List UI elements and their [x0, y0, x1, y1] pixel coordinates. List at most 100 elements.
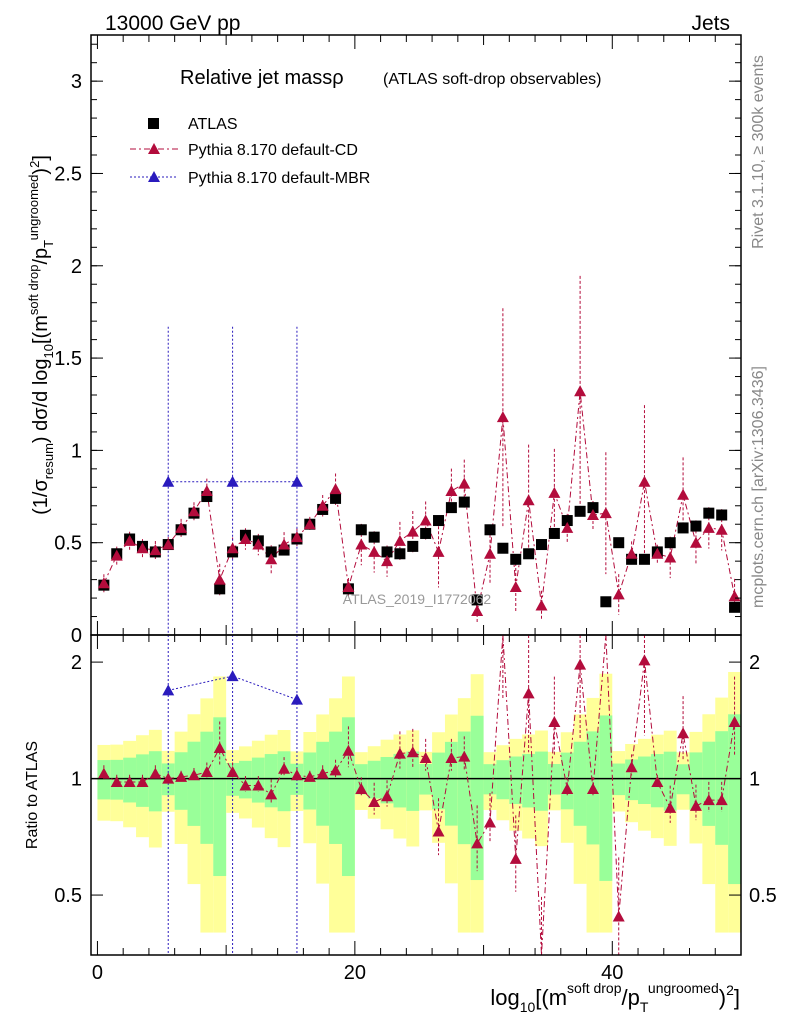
data-point-cd: [175, 521, 188, 533]
uncertainty-band-inner: [97, 760, 111, 800]
ratio-point-mbr: [226, 670, 239, 682]
data-point-cd: [316, 499, 329, 511]
data-point-cd: [393, 534, 406, 546]
data-point-cd: [123, 534, 136, 546]
ratio-point-cd: [381, 790, 394, 802]
data-point-cd: [599, 507, 612, 519]
ratio-point-cd: [149, 767, 162, 779]
data-point-atlas: [677, 522, 689, 534]
data-point-cd: [535, 599, 548, 611]
data-point-atlas: [420, 527, 432, 539]
uncertainty-band-inner: [187, 741, 201, 826]
uncertainty-band-inner: [329, 731, 342, 844]
data-point-cd: [226, 542, 239, 554]
uncertainty-band-inner: [213, 717, 227, 877]
data-point-atlas: [716, 509, 728, 521]
ratio-point-cd: [432, 825, 445, 837]
uncertainty-band-inner: [432, 752, 445, 810]
ratio-point-cd: [651, 775, 664, 787]
ratio-point-cd: [406, 746, 419, 758]
category-label: Jets: [691, 12, 730, 35]
ratio-point-cd: [445, 752, 458, 764]
data-point-atlas: [381, 546, 393, 558]
data-point-cd: [458, 477, 471, 489]
data-point-cd: [355, 538, 368, 550]
ratio-line-cd: [103, 634, 736, 956]
ratio-point-cd: [303, 770, 316, 782]
data-point-cd: [419, 514, 432, 526]
main-ylabel: (1/σresum) dσ/d log10[(msoft drop/pTungr…: [26, 155, 56, 515]
uncertainty-band-inner: [496, 760, 510, 800]
y-tick-label: 0: [71, 625, 82, 647]
data-point-atlas: [729, 601, 741, 613]
data-point-cd: [574, 385, 587, 397]
data-point-cd: [509, 581, 522, 592]
data-point-cd: [303, 518, 316, 530]
ratio-point-cd: [136, 775, 149, 787]
ratio-point-cd: [355, 782, 368, 794]
ratio-point-cd: [689, 799, 702, 811]
data-point-atlas: [574, 505, 586, 517]
data-point-cd: [381, 555, 394, 567]
data-point-atlas: [626, 553, 638, 565]
ratio-point-cd: [123, 775, 136, 787]
ratio-ylabel: Ratio to ATLAS: [24, 741, 41, 849]
ratio-point-cd: [728, 716, 741, 728]
ratio-point-cd: [638, 654, 651, 666]
data-point-cd: [213, 573, 226, 585]
data-point-cd: [239, 533, 252, 544]
energy-label: 13000 GeV pp: [105, 12, 240, 35]
legend-label-mbr: Pythia 8.170 default-MBR: [188, 170, 370, 187]
ratio-point-cd: [458, 750, 471, 762]
ratio-y-tick-label-right: 0.5: [749, 885, 777, 907]
data-point-atlas: [471, 594, 483, 606]
uncertainty-band-inner: [638, 756, 651, 804]
data-point-atlas: [690, 520, 702, 532]
data-point-cd: [522, 494, 535, 506]
ratio-y-tick-label-right: 1: [749, 769, 760, 791]
y-tick-label: 2.5: [54, 163, 82, 185]
uncertainty-band-inner: [663, 751, 677, 811]
ratio-point-cd: [162, 772, 175, 784]
data-point-cd: [715, 523, 728, 535]
uncertainty-band-inner: [573, 741, 587, 826]
series-line-cd: [103, 391, 736, 612]
data-point-cd: [445, 485, 458, 496]
legend-label-cd: Pythia 8.170 default-CD: [188, 142, 358, 159]
ratio-point-mbr: [162, 684, 175, 696]
ratio-point-cd: [329, 764, 342, 776]
ratio-point-cd: [664, 801, 677, 813]
watermark: ATLAS_2019_I1772062: [343, 591, 492, 607]
data-point-cd: [612, 588, 625, 600]
ratio-point-cd: [226, 765, 239, 777]
data-point-cd: [187, 505, 200, 517]
x-axis-label: log10[(msoft drop/pTungroomed)2]: [490, 980, 740, 1015]
x-tick-label: 40: [601, 962, 623, 984]
data-point-cd: [586, 509, 599, 520]
ratio-point-cd: [548, 716, 561, 728]
data-point-cd: [265, 553, 278, 565]
data-point-atlas: [445, 502, 457, 514]
data-point-atlas: [433, 515, 445, 527]
data-point-cd: [638, 475, 651, 487]
ratio-point-cd: [175, 770, 188, 782]
data-point-atlas: [703, 507, 715, 519]
ratio-y-tick-label-right: 2: [749, 652, 760, 674]
data-point-cd: [625, 547, 638, 559]
data-point-cd: [702, 521, 715, 533]
data-point-atlas: [201, 491, 213, 503]
uncertainty-band-inner: [316, 741, 330, 826]
data-point-atlas: [510, 553, 522, 565]
uncertainty-band-inner: [367, 760, 381, 799]
mcplots-label: mcplots.cern.ch [arXiv:1306.3436]: [750, 366, 767, 608]
data-point-atlas: [561, 515, 573, 527]
uncertainty-band-inner: [728, 714, 741, 885]
ratio-point-cd: [574, 658, 587, 670]
y-tick-label: 1.5: [54, 348, 82, 370]
uncertainty-band-inner: [560, 752, 574, 810]
y-tick-label: 2: [71, 256, 82, 278]
uncertainty-band-inner: [406, 751, 420, 811]
data-point-cd: [689, 536, 702, 548]
ratio-point-cd: [625, 761, 638, 773]
data-point-atlas: [484, 524, 496, 536]
